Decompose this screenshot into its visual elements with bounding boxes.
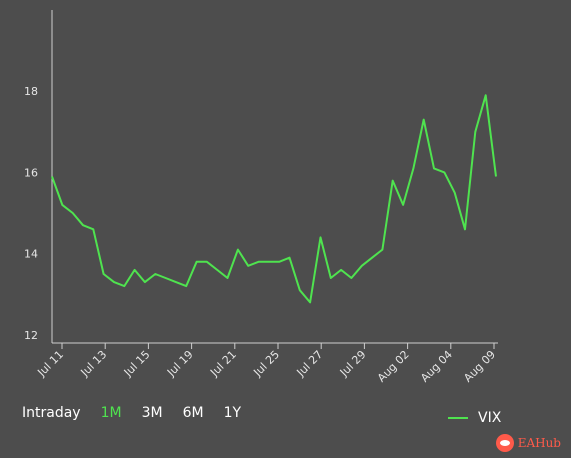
- x-tick-label: Aug 04: [418, 348, 455, 385]
- x-tick-label: Jul 27: [294, 348, 326, 380]
- watermark: EAHub: [495, 434, 561, 452]
- range-6m-button[interactable]: 6M: [182, 405, 204, 421]
- range-3m-button[interactable]: 3M: [141, 405, 163, 421]
- x-axis: Jul 11 Jul 13 Jul 15 Jul 19 Jul 21 Jul 25 Jul …: [34, 342, 498, 385]
- x-tick-label: Aug 09: [461, 348, 498, 385]
- watermark-text: EAHub: [517, 436, 561, 450]
- y-tick-label: 14: [24, 248, 38, 261]
- range-selector: Intraday 1M 3M 6M 1Y: [22, 405, 261, 421]
- legend-label-vix: VIX: [478, 410, 502, 426]
- x-tick-label: Jul 19: [164, 348, 196, 380]
- x-tick-label: Jul 29: [337, 348, 369, 380]
- range-1y-button[interactable]: 1Y: [223, 405, 242, 421]
- y-tick-label: 16: [24, 166, 38, 179]
- range-1m-button[interactable]: 1M: [100, 405, 122, 421]
- series-line-vix: [51, 94, 497, 304]
- x-tick-label: Jul 25: [250, 348, 282, 380]
- x-tick-label: Jul 13: [78, 348, 110, 380]
- y-tick-label: 18: [24, 85, 38, 98]
- x-tick-label: Jul 11: [34, 348, 66, 380]
- x-tick-label: Aug 02: [375, 348, 412, 385]
- eahub-logo-icon: [495, 434, 514, 452]
- x-tick-label: Jul 21: [207, 348, 239, 380]
- y-tick-label: 12: [24, 329, 38, 342]
- range-intraday-button[interactable]: Intraday: [22, 405, 81, 421]
- x-tick-label: Jul 15: [121, 348, 153, 380]
- chart-legend[interactable]: VIX: [448, 410, 501, 426]
- series-layer: [51, 94, 497, 304]
- legend-swatch-vix: [448, 417, 468, 419]
- y-axis: 12 14 16 18: [24, 10, 53, 343]
